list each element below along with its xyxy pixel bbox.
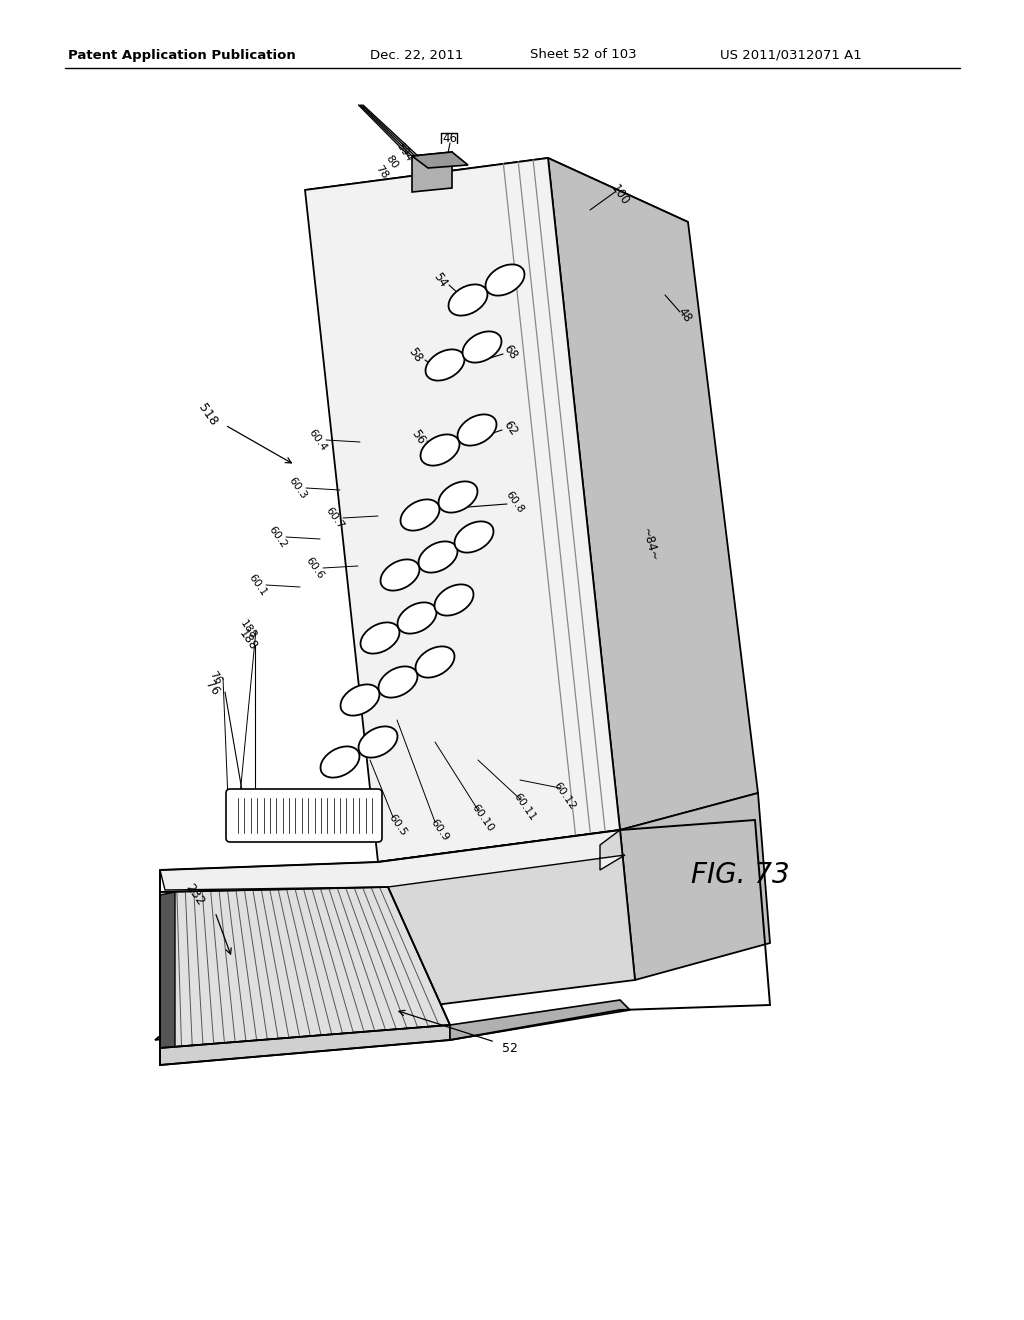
Text: 60.7: 60.7 (324, 506, 346, 531)
Ellipse shape (341, 684, 380, 715)
Text: 188: 188 (238, 619, 258, 642)
Ellipse shape (400, 499, 439, 531)
Text: 78: 78 (374, 164, 390, 181)
Text: FIG. 73: FIG. 73 (690, 861, 790, 888)
Ellipse shape (419, 541, 458, 573)
Text: 76: 76 (207, 669, 223, 686)
Text: 80: 80 (384, 153, 400, 170)
Text: 60.11: 60.11 (512, 792, 538, 822)
Text: 518: 518 (196, 401, 220, 429)
Ellipse shape (455, 521, 494, 553)
Polygon shape (160, 830, 625, 890)
Polygon shape (305, 158, 688, 253)
Ellipse shape (416, 647, 455, 677)
Text: ~84~: ~84~ (639, 527, 660, 564)
FancyBboxPatch shape (226, 789, 382, 842)
Text: 76: 76 (203, 678, 221, 698)
Polygon shape (548, 158, 758, 830)
Ellipse shape (463, 331, 502, 363)
Text: 60.10: 60.10 (470, 803, 496, 834)
Text: 60.1: 60.1 (247, 573, 269, 598)
Polygon shape (160, 892, 175, 1048)
Ellipse shape (379, 667, 418, 697)
Ellipse shape (449, 284, 487, 315)
Text: 60.6: 60.6 (304, 556, 326, 581)
Ellipse shape (397, 602, 436, 634)
Text: 60.4: 60.4 (307, 428, 329, 453)
Text: 60.5: 60.5 (387, 812, 409, 838)
Polygon shape (160, 1026, 450, 1065)
Text: 54: 54 (430, 271, 450, 290)
Ellipse shape (381, 560, 420, 590)
Text: 62: 62 (501, 418, 519, 438)
Ellipse shape (485, 264, 524, 296)
Text: 56: 56 (409, 428, 428, 447)
Polygon shape (620, 793, 770, 979)
Ellipse shape (458, 414, 497, 446)
Text: 60.3: 60.3 (287, 475, 309, 500)
Ellipse shape (434, 585, 473, 615)
Ellipse shape (321, 746, 359, 777)
Polygon shape (155, 830, 635, 1040)
Text: 60.9: 60.9 (429, 817, 451, 842)
Ellipse shape (426, 350, 465, 380)
Text: 58: 58 (406, 346, 425, 364)
Ellipse shape (438, 482, 477, 512)
Text: 60.2: 60.2 (267, 524, 289, 549)
Text: Patent Application Publication: Patent Application Publication (68, 49, 296, 62)
Polygon shape (412, 152, 468, 168)
Text: 100: 100 (608, 182, 632, 207)
Ellipse shape (421, 434, 460, 466)
Text: Dec. 22, 2011: Dec. 22, 2011 (370, 49, 464, 62)
Polygon shape (450, 1001, 630, 1040)
Ellipse shape (360, 623, 399, 653)
Polygon shape (305, 158, 620, 862)
Text: 46: 46 (442, 132, 458, 144)
Text: US 2011/0312071 A1: US 2011/0312071 A1 (720, 49, 862, 62)
Text: 60.8: 60.8 (504, 490, 526, 515)
Polygon shape (412, 152, 452, 191)
Text: 594: 594 (394, 141, 414, 162)
Text: 48: 48 (676, 305, 694, 325)
Text: 52: 52 (502, 1041, 518, 1055)
Text: 188: 188 (237, 627, 260, 653)
Text: 60.12: 60.12 (552, 780, 578, 812)
Polygon shape (160, 887, 450, 1048)
Text: Sheet 52 of 103: Sheet 52 of 103 (530, 49, 637, 62)
Text: 232: 232 (183, 882, 207, 908)
Text: 68: 68 (501, 342, 519, 362)
Ellipse shape (358, 726, 397, 758)
